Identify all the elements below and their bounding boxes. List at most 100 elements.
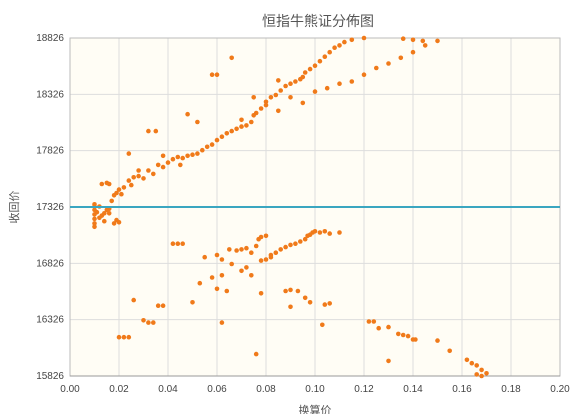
data-point [337,43,342,48]
data-point [214,286,220,292]
data-point [288,304,293,310]
data-point [400,332,406,338]
data-point [295,288,301,294]
y-tick-label: 17826 [36,146,64,157]
x-tick-label: 0.14 [403,384,423,395]
data-point [327,231,333,236]
data-point [268,254,274,260]
data-point [229,261,234,267]
data-point [276,108,281,114]
data-point [263,102,269,108]
data-point [288,81,293,86]
data-point [170,156,176,162]
data-point [300,100,306,106]
data-point [209,275,215,280]
data-point [413,337,418,342]
data-point [239,117,244,123]
data-point [263,257,269,262]
data-point [327,49,333,55]
data-point [116,334,122,340]
data-point [178,162,183,168]
data-point [263,233,269,239]
data-point [398,55,404,61]
data-point [190,300,195,305]
data-point [106,181,112,187]
data-point [155,303,161,309]
data-point [293,241,298,246]
data-point [288,95,293,100]
data-point [92,221,97,226]
data-point [175,241,181,246]
data-point [258,106,264,111]
data-point [276,78,281,83]
data-point [479,373,484,379]
data-point [474,363,480,368]
data-point [374,65,379,71]
data-point [180,241,185,246]
data-point [342,39,347,45]
data-point [239,247,244,252]
data-point [153,128,159,134]
data-point [300,74,306,80]
data-point [324,85,330,91]
data-point [302,295,308,301]
data-point [249,273,254,278]
data-point [111,221,117,226]
data-point [180,155,185,161]
data-point [337,230,342,235]
data-point [293,79,298,84]
data-point [227,247,232,252]
data-point [146,128,151,134]
data-point [469,360,475,366]
data-point [386,61,391,66]
data-point [151,320,156,325]
data-point [249,250,254,255]
data-point [253,243,259,249]
data-point [253,351,259,357]
y-tick-label: 17326 [36,202,64,213]
data-point [175,154,181,160]
data-point [224,131,230,136]
data-point [376,325,382,331]
data-point [249,119,254,125]
data-point [136,168,141,173]
data-point [400,36,406,41]
x-tick-label: 0.04 [158,384,178,395]
data-point [283,83,288,89]
data-point [121,334,127,340]
data-point [116,187,122,192]
x-axis-label: 换算价 [299,403,332,414]
x-tick-label: 0.08 [256,384,276,395]
data-point [219,320,225,325]
y-tick-label: 15826 [36,371,64,382]
data-point [361,35,367,41]
data-point [234,126,239,132]
data-point [99,181,105,187]
data-point [229,55,234,61]
y-axis-label: 收回价 [7,191,21,224]
data-point [447,348,453,354]
x-tick-label: 0.16 [452,384,472,395]
data-point [146,168,151,173]
data-point [219,257,225,262]
data-point [109,198,114,204]
data-point [479,367,484,373]
data-point [283,288,288,294]
data-point [94,209,100,215]
data-point [366,319,372,324]
data-point [214,137,220,143]
x-tick-label: 0.06 [207,384,227,395]
data-point [422,43,428,48]
data-point [92,216,97,222]
data-point [219,134,225,139]
data-point [190,152,195,157]
data-point [229,128,234,134]
data-point [420,38,426,44]
data-point [273,250,279,255]
data-point [273,92,279,98]
data-point [126,178,132,183]
data-point [195,119,200,125]
data-point [126,151,132,156]
data-point [214,252,220,258]
